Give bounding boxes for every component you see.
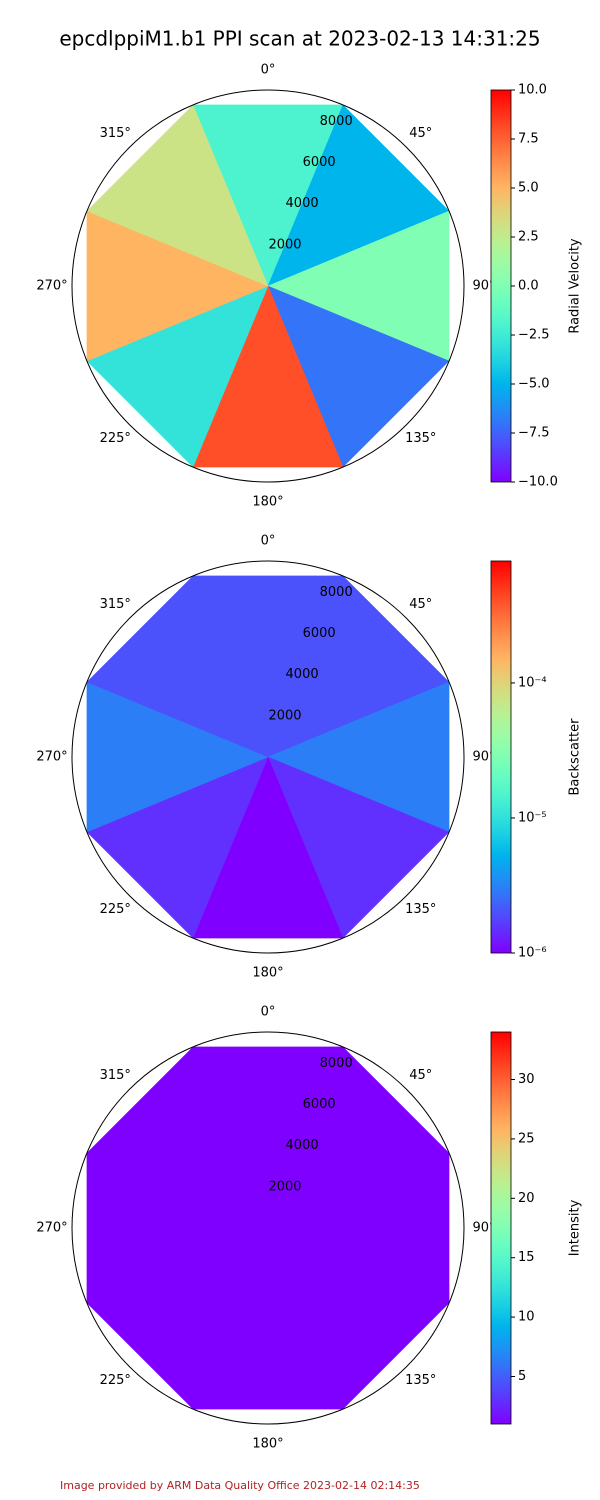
colorbar-tick-label: 30 — [518, 1072, 535, 1087]
colorbar-tick-label: 10⁻⁶ — [518, 946, 547, 961]
r-tick-label: 8000 — [320, 114, 353, 129]
colorbar-tick-label: 2.5 — [518, 230, 539, 245]
colorbar-tick-label: 10.0 — [518, 83, 547, 98]
r-tick-label: 6000 — [303, 1097, 336, 1112]
colorbar-tick-label: 15 — [518, 1250, 535, 1265]
r-tick-label: 2000 — [268, 1179, 301, 1194]
theta-tick-label: 0° — [261, 534, 276, 549]
r-tick-label: 6000 — [303, 155, 336, 170]
sector — [86, 575, 269, 758]
theta-tick-label: 180° — [252, 495, 283, 510]
colorbar — [490, 560, 512, 954]
theta-tick-label: 315° — [100, 1068, 131, 1083]
theta-tick-label: 225° — [100, 902, 131, 917]
colorbar-tick-label: 7.5 — [518, 132, 539, 147]
sector — [86, 1046, 269, 1229]
sector — [86, 104, 269, 287]
r-tick-label: 4000 — [286, 667, 319, 682]
footer: Image provided by ARM Data Quality Offic… — [60, 1479, 420, 1492]
colorbar-tick-label: 20 — [518, 1191, 535, 1206]
theta-tick-label: 90° — [472, 750, 495, 765]
theta-tick-label: 135° — [405, 902, 436, 917]
figure-title: epcdlppiM1.b1 PPI scan at 2023-02-13 14:… — [59, 27, 540, 51]
theta-tick-label: 180° — [252, 1437, 283, 1452]
theta-tick-label: 90° — [472, 279, 495, 294]
polar-frame — [71, 89, 465, 483]
colorbar-tick-label: 0.0 — [518, 279, 539, 294]
polar-frame — [71, 1031, 465, 1425]
theta-tick-label: 225° — [100, 1373, 131, 1388]
colorbar — [490, 1031, 512, 1425]
theta-tick-label: 315° — [100, 597, 131, 612]
colorbar-tick-label: 10⁻⁴ — [518, 675, 547, 690]
polar-frame — [71, 560, 465, 954]
theta-tick-label: 270° — [36, 279, 67, 294]
colorbar-label: Intensity — [568, 1199, 583, 1256]
colorbar-label: Radial Velocity — [568, 238, 583, 334]
theta-tick-label: 45° — [409, 597, 432, 612]
colorbar-tick-label: −7.5 — [518, 426, 550, 441]
colorbar-tick-label: 10⁻⁵ — [518, 810, 547, 825]
theta-tick-label: 180° — [252, 966, 283, 981]
r-tick-label: 8000 — [320, 1056, 353, 1071]
theta-tick-label: 270° — [36, 1221, 67, 1236]
r-tick-label: 6000 — [303, 626, 336, 641]
r-tick-label: 4000 — [286, 196, 319, 211]
theta-tick-label: 0° — [261, 63, 276, 78]
colorbar-tick-label: −5.0 — [518, 377, 550, 392]
colorbar — [490, 89, 512, 483]
theta-tick-label: 0° — [261, 1005, 276, 1020]
colorbar-tick-label: 10 — [518, 1310, 535, 1325]
colorbar-tick-label: 25 — [518, 1131, 535, 1146]
colorbar-label: Backscatter — [568, 718, 583, 796]
r-tick-label: 8000 — [320, 585, 353, 600]
theta-tick-label: 315° — [100, 126, 131, 141]
theta-tick-label: 90° — [472, 1221, 495, 1236]
theta-tick-label: 45° — [409, 126, 432, 141]
colorbar-tick-label: −2.5 — [518, 328, 550, 343]
theta-tick-label: 225° — [100, 431, 131, 446]
r-tick-label: 4000 — [286, 1138, 319, 1153]
r-tick-label: 2000 — [268, 237, 301, 252]
theta-tick-label: 135° — [405, 1373, 436, 1388]
colorbar-tick-label: 5 — [518, 1369, 526, 1384]
colorbar-tick-label: −10.0 — [518, 475, 558, 490]
theta-tick-label: 45° — [409, 1068, 432, 1083]
colorbar-tick-label: 5.0 — [518, 181, 539, 196]
theta-tick-label: 135° — [405, 431, 436, 446]
r-tick-label: 2000 — [268, 708, 301, 723]
theta-tick-label: 270° — [36, 750, 67, 765]
